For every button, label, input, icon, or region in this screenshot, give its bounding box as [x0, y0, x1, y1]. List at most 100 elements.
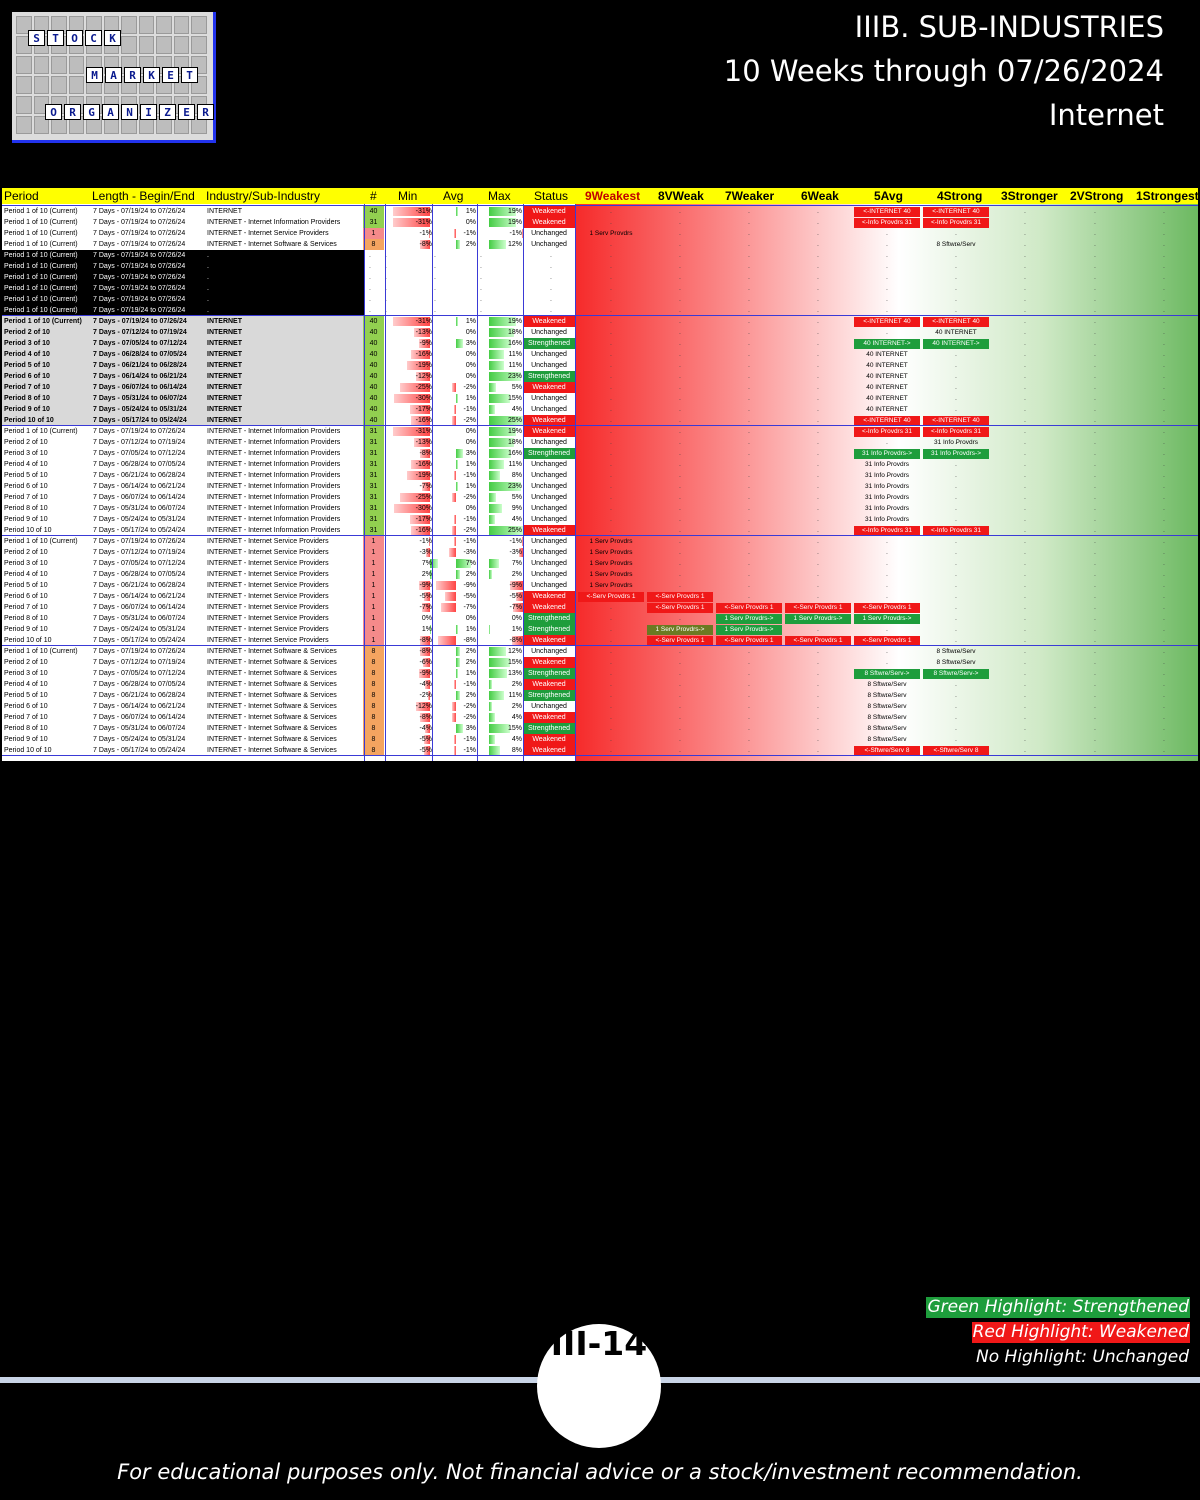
empty-dot: . — [955, 571, 957, 578]
empty-dot: . — [1094, 604, 1096, 611]
max-data-bar — [489, 328, 515, 337]
length-cell: 7 Days - 05/31/24 to 06/07/24 — [93, 725, 186, 732]
empty-dot: . — [434, 307, 436, 314]
column-header: # — [370, 189, 377, 203]
column-header: 9Weakest — [585, 189, 641, 203]
empty-dot: . — [610, 318, 612, 325]
empty-dot: . — [955, 714, 957, 721]
empty-dot: . — [748, 527, 750, 534]
avg-data-bar — [456, 625, 459, 634]
empty-dot: . — [1094, 395, 1096, 402]
avg-cell: 0% — [465, 351, 476, 358]
empty-dot: . — [817, 329, 819, 336]
industry-cell: INTERNET — [207, 362, 242, 369]
empty-dot: . — [955, 648, 957, 655]
table-row: Period 8 of 10 7 Days - 05/31/24 to 06/07… — [2, 613, 1198, 624]
count-cell: 8 — [363, 690, 384, 701]
period-cell: Period 5 of 10 — [4, 472, 48, 479]
rating-tag: <-Serv Provdrs 1 — [647, 603, 713, 613]
empty-dot: . — [1163, 461, 1165, 468]
length-cell: 7 Days - 07/19/24 to 07/26/24 — [93, 208, 186, 215]
empty-dot: . — [817, 681, 819, 688]
empty-dot: . — [1163, 692, 1165, 699]
length-cell: 7 Days - 06/07/24 to 06/14/24 — [93, 494, 186, 501]
max-cell: 13% — [507, 670, 522, 677]
empty-dot: . — [817, 384, 819, 391]
empty-dot: . — [679, 318, 681, 325]
legend-unchanged: No Highlight: Unchanged — [976, 1347, 1189, 1367]
max-cell: 9% — [511, 505, 522, 512]
rating-tag: 31 Info Provdrs — [864, 494, 910, 501]
count-cell: 31 — [363, 217, 384, 228]
row-background — [2, 591, 366, 602]
row-background — [2, 481, 366, 492]
rating-tag: <-Info Provdrs 31 — [923, 427, 989, 437]
max-data-bar — [489, 746, 501, 755]
table-row: Period 1 of 10 (Current) 7 Days - 07/19/2… — [2, 294, 1198, 305]
empty-dot: . — [679, 428, 681, 435]
max-cell: 18% — [507, 439, 522, 446]
column-header: 4Strong — [937, 189, 983, 203]
empty-dot: . — [679, 725, 681, 732]
table-row: Period 1 of 10 (Current) 7 Days - 07/19/2… — [2, 316, 1198, 327]
table-row: Period 3 of 10 7 Days - 07/05/24 to 07/12… — [2, 338, 1198, 349]
empty-dot: . — [610, 571, 612, 578]
status-cell: Unchanged — [531, 241, 567, 248]
industry-cell: . — [207, 274, 209, 281]
rating-tag: 1 Serv Provdrs-> — [647, 625, 713, 635]
empty-dot: . — [748, 439, 750, 446]
industry-cell: INTERNET — [207, 395, 242, 402]
status-cell: Weakened — [523, 217, 575, 228]
empty-dot: . — [748, 219, 750, 226]
min-data-bar — [400, 493, 430, 502]
empty-dot: . — [955, 483, 957, 490]
avg-data-bar — [456, 647, 461, 656]
industry-cell: . — [207, 252, 209, 259]
empty-dot: . — [955, 461, 957, 468]
empty-dot: . — [1024, 615, 1026, 622]
row-background — [2, 393, 366, 404]
max-cell: 4% — [511, 714, 522, 721]
empty-dot: . — [679, 505, 681, 512]
empty-dot: . — [1094, 505, 1096, 512]
count-cell: 40 — [363, 404, 384, 415]
period-cell: Period 1 of 10 (Current) — [4, 296, 78, 303]
empty-dot: . — [886, 538, 888, 545]
empty-dot: . — [679, 395, 681, 402]
empty-dot: . — [748, 571, 750, 578]
length-cell: 7 Days - 06/07/24 to 06/14/24 — [93, 714, 186, 721]
rating-tag: 1 Serv Provdrs — [589, 560, 633, 567]
empty-dot: . — [817, 263, 819, 270]
min-data-bar — [424, 735, 430, 744]
empty-dot: . — [955, 384, 957, 391]
rating-tag: 8 Sftwre/Serv — [867, 736, 907, 743]
empty-dot: . — [679, 648, 681, 655]
empty-dot: . — [1024, 461, 1026, 468]
period-cell: Period 4 of 10 — [4, 461, 48, 468]
empty-dot: . — [1094, 329, 1096, 336]
empty-dot: . — [817, 538, 819, 545]
min-data-bar — [400, 383, 430, 392]
empty-dot: . — [1024, 450, 1026, 457]
length-cell: 7 Days - 07/12/24 to 07/19/24 — [93, 439, 186, 446]
max-cell: 15% — [507, 725, 522, 732]
avg-cell: -2% — [463, 527, 476, 534]
row-background — [2, 459, 366, 470]
period-cell: Period 2 of 10 — [4, 439, 48, 446]
min-data-bar — [414, 328, 430, 337]
empty-dot: . — [1024, 384, 1026, 391]
status-cell: Weakened — [523, 591, 575, 602]
max-cell: 4% — [511, 406, 522, 413]
logo-tile — [33, 56, 50, 74]
logo-letter: I — [140, 104, 157, 120]
empty-dot: . — [1024, 241, 1026, 248]
status-cell: Unchanged — [531, 516, 567, 523]
logo-letter: C — [85, 30, 102, 46]
min-cell: -5% — [419, 593, 432, 600]
empty-dot: . — [1024, 593, 1026, 600]
count-cell: 1 — [363, 635, 384, 646]
status-cell: Unchanged — [531, 406, 567, 413]
table-row: Period 5 of 10 7 Days - 06/21/24 to 06/28… — [2, 580, 1198, 591]
count-cell: 40 — [363, 382, 384, 393]
rating-tag: 31 Info Provdrs-> — [923, 449, 989, 459]
